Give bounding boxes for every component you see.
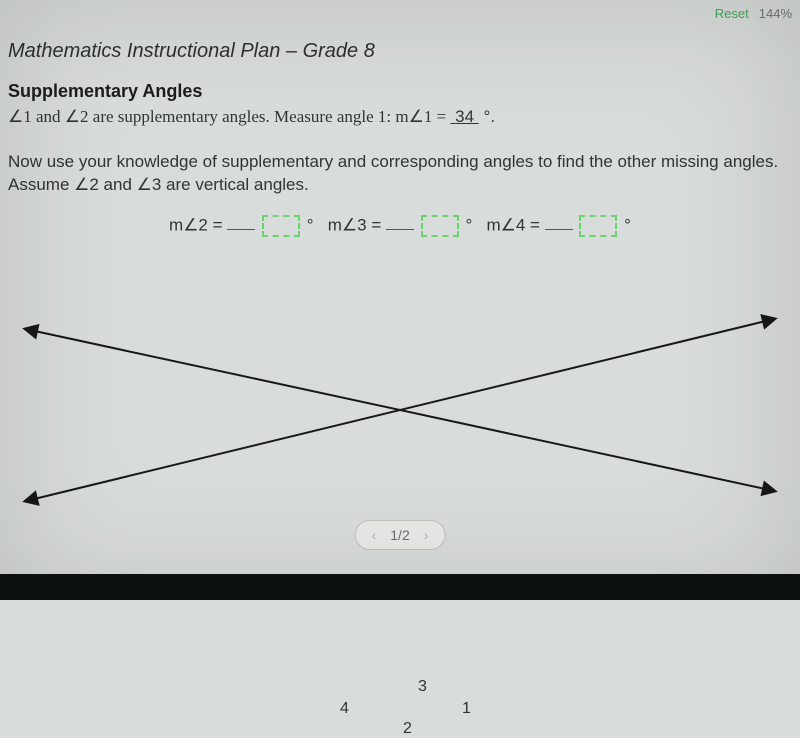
- given-angle-value: 34: [450, 107, 478, 126]
- input-row: m∠2 = ° m∠3 = ° m∠4 = °: [8, 215, 792, 237]
- bottom-bar: [0, 574, 800, 600]
- topbar: Reset 144%: [715, 6, 792, 21]
- zoom-level: 144%: [759, 6, 792, 21]
- diagram-svg: [0, 300, 800, 540]
- angle4-input-box[interactable]: [579, 215, 617, 237]
- document-content: Mathematics Instructional Plan – Grade 8…: [0, 40, 800, 237]
- plan-title: Mathematics Instructional Plan – Grade 8: [8, 40, 792, 63]
- degree-symbol: °: [307, 215, 314, 234]
- angle2-input-box[interactable]: [262, 215, 300, 237]
- angle3-input-box[interactable]: [421, 215, 459, 237]
- next-page-button[interactable]: ›: [424, 527, 429, 543]
- text-segment: °.: [479, 107, 495, 126]
- angle2-blank[interactable]: [227, 229, 255, 230]
- degree-symbol: °: [624, 215, 631, 234]
- angle2-label: m∠2 =: [169, 215, 223, 234]
- degree-symbol: °: [465, 215, 472, 234]
- text-segment: ∠1 and ∠2 are supplementary angles. Meas…: [8, 107, 450, 126]
- angle4-blank[interactable]: [545, 229, 573, 230]
- reset-link[interactable]: Reset: [715, 6, 749, 21]
- angle-label-4: 4: [340, 700, 349, 718]
- angle-label-2: 2: [403, 720, 412, 738]
- angle-diagram: 1 2 3 4: [0, 300, 800, 540]
- angle-label-1: 1: [462, 700, 471, 718]
- instruction-paragraph: Now use your knowledge of supplementary …: [8, 151, 792, 197]
- diagram-lines: [30, 320, 770, 500]
- page-navigator: ‹ 1/2 ›: [355, 520, 446, 550]
- page-indicator: 1/2: [390, 527, 409, 543]
- prev-page-button[interactable]: ‹: [372, 527, 377, 543]
- angle4-label: m∠4 =: [486, 215, 540, 234]
- statement-line-1: ∠1 and ∠2 are supplementary angles. Meas…: [8, 106, 792, 129]
- angle3-blank[interactable]: [386, 229, 414, 230]
- angle3-label: m∠3 =: [328, 215, 382, 234]
- angle-label-3: 3: [418, 678, 427, 696]
- section-title: Supplementary Angles: [8, 81, 792, 102]
